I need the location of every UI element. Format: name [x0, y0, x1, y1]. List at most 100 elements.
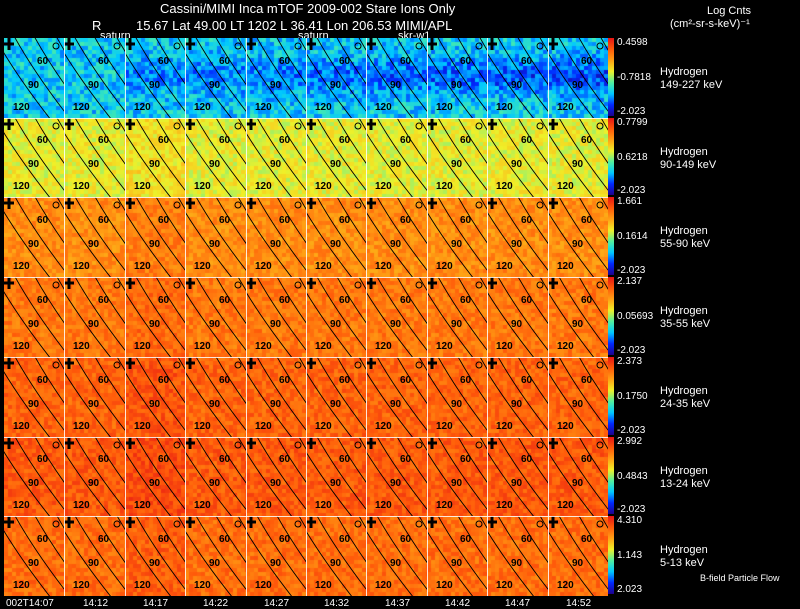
image-cell: 60 90 120: [487, 357, 548, 437]
colorbar-mid: -0.7818: [617, 72, 651, 83]
contour-label: 60: [279, 135, 291, 146]
colorbar: [608, 437, 614, 514]
colorbar-max: 4.310: [617, 515, 643, 526]
contour-overlay: [125, 437, 185, 516]
image-cell: 60 90 120: [366, 38, 427, 118]
contour-label: 60: [279, 375, 291, 386]
contour-overlay: [487, 516, 548, 596]
contour-label: 120: [255, 261, 272, 272]
colorbar-mid: 1.143: [617, 550, 643, 561]
colorbar-min: -2.023: [617, 265, 646, 276]
contour-label: 120: [255, 102, 272, 113]
contour-overlay: [366, 197, 427, 277]
contour-overlay: [185, 437, 246, 516]
contour-label: 90: [270, 478, 282, 489]
contour-label: 120: [255, 421, 272, 432]
contour-label: 120: [315, 341, 332, 352]
contour-label: 90: [270, 558, 282, 569]
contour-label: 120: [436, 261, 453, 272]
image-grid: 60 90 120 60 90 120 60 90 120 60 90 120 60 90 120 60 90 1…: [4, 38, 608, 596]
species-label: Hydrogen: [660, 385, 708, 397]
image-cell: 60 90 120: [64, 277, 125, 357]
colorbar: [608, 38, 614, 116]
image-cell: 60 90 120: [246, 516, 306, 596]
contour-label: 90: [451, 80, 463, 91]
contour-label: 90: [28, 159, 40, 170]
orbit-r-label: R: [92, 18, 102, 33]
image-cell: 60 90 120: [185, 437, 246, 516]
image-cell: 60 90 120: [185, 38, 246, 118]
contour-label: 120: [134, 341, 151, 352]
contour-label: 120: [496, 102, 513, 113]
contour-overlay: [548, 516, 608, 596]
contour-overlay: [548, 357, 608, 437]
image-cell: 60 90 120: [427, 38, 487, 118]
grid-line: [4, 516, 608, 517]
contour-label: 120: [557, 181, 574, 192]
contour-label: 60: [37, 534, 49, 545]
contour-label: 60: [581, 215, 593, 226]
contour-label: 90: [330, 558, 342, 569]
flux-image: [64, 437, 125, 516]
contour-label: 120: [73, 181, 90, 192]
contour-label: 90: [209, 399, 221, 410]
colorbar-min: -2.023: [617, 345, 646, 356]
contour-overlay: [185, 38, 246, 118]
contour-label: 120: [315, 580, 332, 591]
image-cell: 60 90 120: [125, 357, 185, 437]
contour-overlay: [487, 437, 548, 516]
contour-label: 60: [460, 375, 472, 386]
energy-channel-label: Hydrogen 90-149 keV: [660, 146, 716, 172]
energy-range-label: 5-13 keV: [660, 557, 705, 569]
flux-image: [64, 38, 125, 118]
colorbar-max: 0.4598: [617, 37, 648, 48]
contour-label: 60: [219, 215, 231, 226]
contour-label: 60: [98, 454, 110, 465]
contour-label: 120: [255, 580, 272, 591]
image-cell: 60 90 120: [125, 197, 185, 277]
contour-label: 90: [88, 319, 100, 330]
contour-label: 90: [88, 558, 100, 569]
contour-label: 120: [496, 580, 513, 591]
image-cell: 60 90 120: [4, 197, 64, 277]
image-cell: 60 90 120: [427, 118, 487, 197]
grid-line: [4, 357, 608, 358]
contour-label: 90: [88, 80, 100, 91]
image-cell: 60 90 120: [306, 516, 366, 596]
contour-label: 90: [209, 319, 221, 330]
contour-overlay: [306, 357, 366, 437]
flux-image: [185, 197, 246, 277]
contour-label: 90: [511, 80, 523, 91]
contour-overlay: [246, 118, 306, 197]
contour-label: 60: [339, 375, 351, 386]
flux-image: [548, 437, 608, 516]
contour-overlay: [64, 38, 125, 118]
contour-label: 120: [13, 341, 30, 352]
grid-line: [427, 38, 428, 596]
contour-label: 60: [460, 215, 472, 226]
contour-label: 120: [496, 261, 513, 272]
image-cell: 60 90 120: [246, 357, 306, 437]
energy-channel-label: Hydrogen 5-13 keV: [660, 544, 708, 570]
contour-label: 120: [436, 181, 453, 192]
contour-label: 120: [73, 500, 90, 511]
image-cell: 60 90 120: [125, 437, 185, 516]
contour-label: 120: [73, 102, 90, 113]
contour-label: 60: [521, 295, 533, 306]
contour-overlay: [4, 516, 64, 596]
image-cell: 60 90 120: [4, 118, 64, 197]
flux-image: [306, 437, 366, 516]
contour-label: 90: [28, 558, 40, 569]
species-label: Hydrogen: [660, 465, 708, 477]
contour-overlay: [185, 357, 246, 437]
contour-label: 120: [375, 181, 392, 192]
contour-overlay: [306, 118, 366, 197]
contour-label: 90: [451, 558, 463, 569]
contour-label: 90: [270, 239, 282, 250]
contour-label: 90: [88, 478, 100, 489]
contour-overlay: [548, 277, 608, 357]
contour-label: 90: [511, 558, 523, 569]
contour-label: 120: [13, 102, 30, 113]
plot-title: Cassini/MIMI Inca mTOF 2009-002 Stare Io…: [160, 1, 456, 16]
image-cell: 60 90 120: [4, 357, 64, 437]
